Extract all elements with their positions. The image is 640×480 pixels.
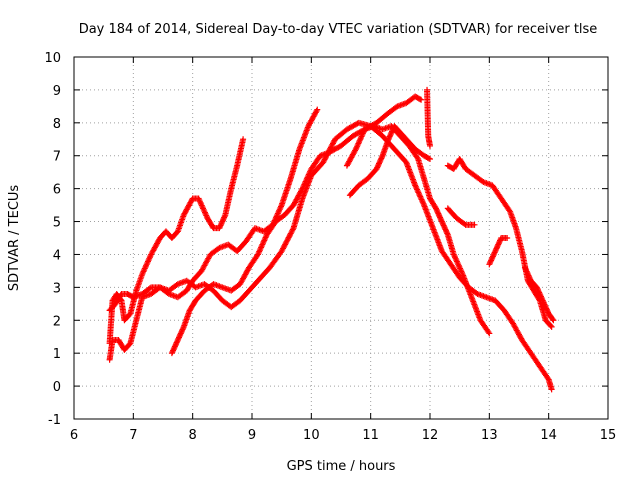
grid-layer (74, 57, 608, 419)
series-trace-11 (424, 86, 433, 149)
series-trace-7 (444, 205, 478, 228)
data-point-marker (548, 386, 555, 393)
y-tick-label: 3 (53, 281, 61, 296)
data-point-marker (126, 341, 133, 348)
data-point-marker (322, 155, 329, 162)
data-point-marker (282, 240, 289, 247)
x-tick-label: 12 (422, 428, 439, 443)
y-tick-label: 1 (53, 347, 61, 362)
y-tick-label: 8 (53, 117, 61, 132)
x-tick-label: 11 (362, 428, 379, 443)
data-point-marker (146, 285, 153, 292)
data-point-marker (284, 237, 291, 244)
data-point-marker (547, 322, 554, 329)
data-point-marker (283, 238, 290, 245)
data-point-marker (287, 230, 294, 237)
data-point-marker (504, 235, 511, 241)
data-point-marker (288, 229, 295, 236)
series-trace-6 (346, 123, 433, 199)
data-point-marker (550, 317, 557, 324)
chart-title: Day 184 of 2014, Sidereal Day-to-day VTE… (79, 22, 598, 37)
data-point-marker (486, 330, 493, 337)
series-trace-9 (486, 235, 511, 268)
data-point-marker (280, 245, 287, 252)
y-tick-label: 2 (53, 314, 61, 329)
data-point-marker (286, 233, 293, 240)
data-point-marker (240, 136, 247, 143)
data-point-marker (285, 234, 292, 241)
x-tick-label: 15 (600, 428, 617, 443)
data-point-marker (289, 226, 296, 233)
data-point-marker (320, 159, 327, 166)
data-point-marker (414, 154, 421, 161)
data-point-marker (287, 231, 294, 238)
y-tick-label: 5 (53, 216, 61, 231)
data-point-marker (471, 221, 478, 228)
series-trace-3 (106, 119, 555, 393)
y-tick-label: -1 (48, 413, 61, 428)
data-point-marker (549, 316, 556, 323)
data-point-marker (313, 108, 320, 115)
series-trace-4 (168, 93, 425, 357)
series-trace-10 (521, 264, 557, 324)
data-point-marker (298, 187, 305, 194)
data-point-marker (329, 141, 336, 148)
data-point-marker (329, 140, 336, 147)
data-point-marker (427, 142, 433, 149)
y-axis-label: SDTVAR / TECUs (7, 185, 22, 292)
x-tick-label: 7 (129, 428, 137, 443)
y-tick-label: 9 (53, 84, 61, 99)
y-tick-label: 10 (44, 51, 61, 66)
data-point-marker (461, 220, 468, 227)
series-trace-1 (106, 136, 247, 347)
y-tick-label: 6 (53, 183, 61, 198)
data-point-marker (280, 244, 287, 251)
y-tick-label: 0 (53, 380, 61, 395)
data-point-marker (544, 375, 551, 382)
data-point-marker (320, 157, 327, 164)
data-point-marker (321, 156, 328, 163)
data-point-marker (278, 248, 285, 255)
x-tick-label: 8 (189, 428, 197, 443)
data-point-marker (548, 323, 555, 330)
data-point-marker (418, 96, 425, 103)
data-point-marker (282, 241, 289, 248)
series-layer (106, 86, 557, 393)
data-point-marker (427, 156, 433, 163)
data-point-marker (425, 155, 432, 162)
y-tick-label: 4 (53, 248, 61, 263)
data-point-marker (281, 242, 288, 249)
data-point-marker (279, 246, 286, 253)
data-point-marker (126, 311, 133, 318)
x-tick-label: 6 (70, 428, 78, 443)
data-point-marker (352, 147, 359, 154)
data-point-marker (485, 329, 492, 336)
x-tick-label: 14 (540, 428, 557, 443)
data-point-marker (289, 227, 296, 234)
data-point-marker (314, 106, 321, 113)
y-tick-label: 7 (53, 150, 61, 165)
x-axis-label: GPS time / hours (287, 459, 396, 474)
data-point-marker (416, 96, 423, 103)
x-tick-label: 13 (481, 428, 498, 443)
data-point-marker (284, 235, 291, 242)
series-trace-5 (343, 123, 493, 337)
plot-frame (73, 56, 609, 420)
x-tick-label: 9 (248, 428, 256, 443)
data-point-marker (330, 138, 337, 145)
x-tick-label: 10 (303, 428, 320, 443)
